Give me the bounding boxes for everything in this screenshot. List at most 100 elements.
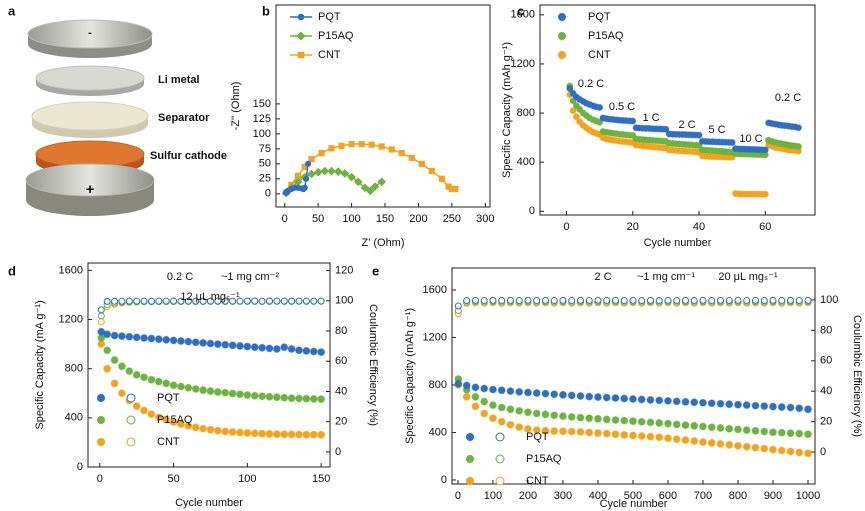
capacity-point — [751, 443, 760, 452]
legend-marker — [558, 32, 566, 40]
capacity-point — [317, 395, 326, 404]
legend-marker — [466, 455, 474, 463]
capacity-point — [177, 337, 185, 345]
efficiency-point — [795, 297, 803, 305]
efficiency-point — [170, 297, 178, 305]
efficiency-point — [295, 297, 303, 305]
capacity-point — [489, 385, 497, 394]
x-tick-label: 50 — [167, 473, 179, 485]
capacity-point — [559, 412, 567, 420]
legend-marker — [297, 51, 305, 59]
x-tick-label: 20 — [627, 221, 639, 233]
efficiency-point — [251, 297, 259, 305]
efficiency-point — [673, 297, 681, 305]
y2-tick-label: 100 — [820, 294, 838, 306]
capacity-point — [751, 426, 760, 435]
marker — [388, 146, 395, 153]
capacity-point — [646, 418, 655, 427]
efficiency-point — [804, 296, 812, 304]
marker — [378, 143, 385, 150]
capacity-point — [524, 425, 532, 433]
y-tick-label: 100 — [253, 128, 271, 140]
capacity-point — [515, 387, 524, 396]
x-tick-label: 100 — [342, 213, 360, 225]
capacity-point — [236, 390, 244, 399]
efficiency-point — [489, 296, 497, 304]
efficiency-point — [125, 297, 133, 305]
y-tick-label: 1600 — [511, 9, 535, 21]
plot-frame — [539, 4, 816, 216]
efficiency-point — [177, 297, 185, 305]
legend-label: CNT — [318, 49, 341, 61]
capacity-point — [716, 424, 725, 432]
top-cap — [27, 19, 153, 49]
capacity-point — [147, 375, 156, 384]
capacity-point — [280, 343, 289, 352]
capacity-point — [140, 334, 148, 342]
capacity-point — [576, 392, 585, 400]
marker — [340, 169, 350, 178]
efficiency-point — [664, 296, 672, 304]
plot-frame — [451, 267, 816, 485]
marker — [398, 149, 405, 157]
x-tick-label: 250 — [443, 213, 461, 225]
legend-marker — [558, 51, 566, 59]
capacity-point — [716, 439, 725, 448]
capacity-point — [125, 332, 134, 341]
capacity-point — [572, 113, 580, 121]
capacity-point — [169, 336, 178, 345]
capacity-point — [695, 131, 703, 139]
capacity-point — [454, 379, 463, 388]
x-tick-label: 800 — [729, 490, 747, 502]
capacity-point — [761, 146, 769, 154]
efficiency-point — [133, 297, 141, 305]
capacity-point — [250, 429, 259, 438]
capacity-point — [620, 430, 629, 439]
capacity-point — [489, 401, 497, 410]
annotation: 5 C — [708, 124, 725, 136]
capacity-point — [690, 398, 699, 407]
marker — [353, 177, 363, 187]
y2-tick-label: 0 — [820, 446, 826, 458]
capacity-point — [258, 429, 267, 438]
legend-marker — [297, 13, 305, 21]
efficiency-point — [760, 297, 768, 305]
capacity-point — [734, 441, 742, 450]
y-tick-label: 0 — [265, 188, 271, 200]
efficiency-point — [111, 297, 119, 305]
legend-label: P15AQ — [526, 453, 562, 465]
capacity-point — [742, 401, 751, 410]
x-tick-label: 60 — [759, 221, 771, 233]
efficiency-point — [97, 318, 105, 326]
capacity-point — [462, 392, 471, 401]
capacity-point — [532, 389, 541, 397]
y2-tick-label: 80 — [335, 325, 347, 337]
capacity-point — [566, 85, 574, 93]
x-axis-title: Cycle number — [175, 497, 243, 509]
capacity-point — [169, 381, 178, 390]
capacity-point — [317, 430, 326, 439]
capacity-point — [118, 362, 126, 371]
efficiency-point — [288, 297, 296, 305]
x-axis-title: Z' (Ohm) — [361, 237, 404, 249]
efficiency-point — [699, 296, 707, 304]
y-tick-label: 50 — [259, 158, 271, 170]
capacity-point — [206, 425, 215, 434]
plot-frame — [275, 4, 491, 208]
capacity-point — [681, 421, 690, 430]
x-tick-label: 200 — [519, 490, 537, 502]
capacity-point — [681, 436, 690, 444]
capacity-point — [786, 429, 795, 438]
capacity-point — [177, 420, 185, 428]
capacity-point — [541, 426, 550, 435]
li-metal-disk — [35, 65, 145, 91]
capacity-point — [655, 419, 664, 427]
efficiency-point — [725, 297, 733, 305]
legend-label: PQT — [588, 11, 611, 23]
capacity-point — [541, 410, 550, 419]
marker — [318, 149, 325, 157]
efficiency-point — [655, 297, 663, 305]
y-axis-title: Specific Capacity (mAh g⁻¹) — [404, 308, 416, 444]
legend-label: PQT — [526, 431, 549, 443]
